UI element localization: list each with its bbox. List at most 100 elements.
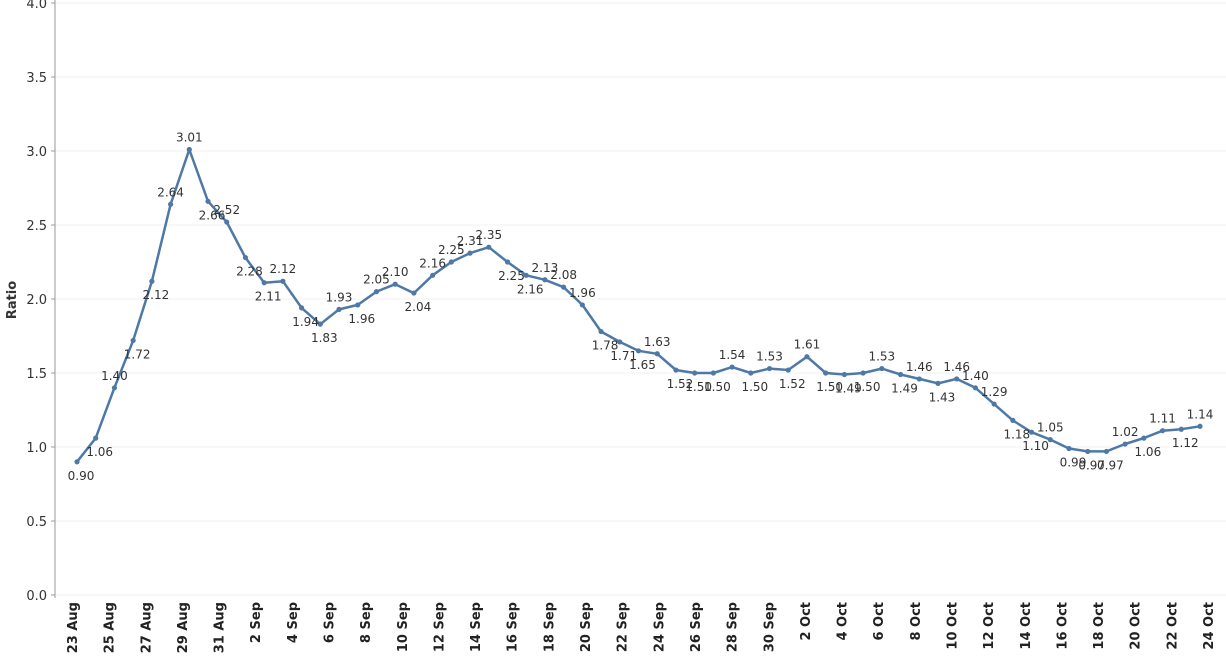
- x-tick-label: 10 Sep: [396, 602, 411, 652]
- data-label: 1.18: [1003, 427, 1030, 441]
- data-label: 2.04: [405, 300, 432, 314]
- x-tick-label: 12 Sep: [432, 602, 447, 652]
- data-label: 1.52: [779, 377, 806, 391]
- data-label: 1.53: [868, 350, 895, 364]
- series-line: [76, 148, 1201, 463]
- data-point: [1047, 437, 1053, 443]
- data-label: 1.49: [835, 381, 862, 395]
- data-points: [74, 146, 1203, 465]
- data-point: [692, 370, 698, 376]
- data-label: 1.40: [962, 369, 989, 383]
- data-point: [149, 278, 155, 284]
- x-tick-label: 26 Sep: [689, 602, 704, 652]
- data-point: [336, 306, 342, 312]
- data-label: 1.93: [326, 290, 353, 304]
- data-label: 2.08: [550, 268, 577, 282]
- data-label: 1.96: [569, 286, 596, 300]
- x-tick-label: 20 Oct: [1129, 602, 1144, 650]
- x-tick-label: 22 Oct: [1165, 602, 1180, 650]
- data-label: 2.25: [498, 269, 525, 283]
- data-point: [1085, 448, 1091, 455]
- data-point: [448, 259, 454, 265]
- data-point: [1103, 448, 1110, 455]
- data-point: [766, 365, 773, 372]
- data-label: 2.05: [363, 273, 390, 287]
- x-tick-label: 24 Sep: [652, 602, 667, 652]
- data-point: [879, 365, 885, 372]
- data-label: 2.28: [236, 265, 263, 279]
- data-label: 1.54: [719, 348, 746, 362]
- y-tick-label: 3.0: [26, 145, 47, 160]
- data-label: 2.66: [199, 208, 226, 222]
- y-tick-label: 0.0: [26, 589, 47, 604]
- data-label: 1.29: [981, 385, 1008, 399]
- y-tick-label: 2.0: [26, 293, 47, 308]
- data-point: [841, 371, 847, 378]
- data-point: [617, 339, 623, 345]
- x-tick-label: 30 Sep: [762, 602, 777, 652]
- x-tick-label: 31 Aug: [213, 602, 228, 653]
- data-label: 1.83: [311, 331, 338, 345]
- data-point: [186, 146, 192, 153]
- data-point: [523, 272, 529, 278]
- x-tick-label: 8 Sep: [359, 602, 374, 643]
- x-tick-label: 25 Aug: [103, 602, 118, 653]
- y-tick-label: 1.5: [26, 367, 47, 382]
- data-point: [991, 401, 997, 407]
- data-point: [561, 284, 567, 290]
- data-point: [972, 385, 979, 391]
- data-point: [205, 198, 211, 204]
- data-label: 1.06: [86, 445, 113, 459]
- data-point: [1066, 445, 1072, 452]
- y-axis-label: Ratio: [5, 281, 20, 319]
- data-point: [654, 351, 660, 357]
- data-point: [785, 367, 791, 373]
- data-point: [280, 278, 286, 284]
- data-label: 2.35: [475, 228, 502, 242]
- x-tick-label: 18 Oct: [1092, 602, 1107, 650]
- data-point: [373, 289, 380, 295]
- data-point: [748, 370, 754, 376]
- data-point: [224, 219, 230, 225]
- data-point: [860, 370, 866, 376]
- x-tick-label: 4 Sep: [286, 602, 301, 643]
- data-point: [355, 302, 361, 308]
- data-point: [598, 328, 604, 335]
- data-point: [261, 280, 267, 286]
- data-point: [486, 244, 492, 250]
- y-tick-label: 1.0: [26, 441, 47, 456]
- data-label: 1.52: [667, 377, 694, 391]
- data-label: 1.05: [1037, 421, 1064, 435]
- x-tick-label: 16 Oct: [1055, 602, 1070, 650]
- x-tick-label: 6 Oct: [872, 602, 887, 641]
- x-tick-label: 10 Oct: [945, 602, 960, 650]
- x-tick-label: 22 Sep: [616, 602, 631, 652]
- data-label: 0.97: [1078, 458, 1105, 472]
- data-label: 1.71: [610, 349, 637, 363]
- data-label: 1.65: [629, 358, 656, 372]
- data-point: [93, 435, 99, 441]
- x-tick-label: 2 Sep: [249, 602, 264, 643]
- data-label: 1.94: [292, 315, 319, 329]
- data-point: [130, 337, 136, 344]
- data-label: 2.12: [143, 288, 170, 302]
- data-label: 2.12: [270, 262, 297, 276]
- data-label: 1.61: [794, 338, 821, 352]
- data-point: [579, 302, 585, 308]
- data-label: 1.50: [741, 380, 768, 394]
- data-label: 0.97: [1097, 458, 1124, 472]
- gridlines: [55, 2, 1226, 596]
- data-label: 2.13: [532, 261, 559, 275]
- data-point: [1141, 435, 1147, 441]
- data-label: 0.99: [1060, 455, 1087, 469]
- x-tick-label: 29 Aug: [176, 602, 191, 653]
- data-label: 3.01: [176, 131, 203, 145]
- x-tick-label: 20 Sep: [579, 602, 594, 652]
- data-point: [317, 321, 323, 327]
- data-point: [111, 385, 118, 391]
- y-tick-label: 3.5: [26, 71, 47, 86]
- data-label: 1.14: [1187, 407, 1214, 421]
- data-label: 1.78: [592, 339, 619, 353]
- data-label: 2.52: [213, 203, 240, 217]
- data-point: [1178, 426, 1184, 432]
